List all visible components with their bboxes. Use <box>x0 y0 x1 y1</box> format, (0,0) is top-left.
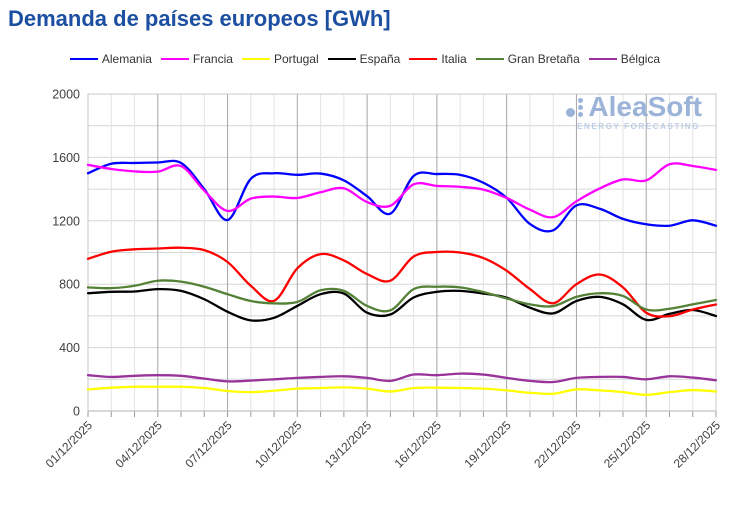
legend-line-swatch <box>241 58 270 60</box>
logo-dots-icon <box>566 98 584 121</box>
y-tick-label: 800 <box>59 278 80 292</box>
y-tick-label: 1600 <box>52 151 80 165</box>
legend-label: España <box>359 52 401 66</box>
logo-name: AleaSoft <box>588 91 702 122</box>
legend-item-gran-breta-a: Gran Bretaña <box>475 52 580 66</box>
legend-line-swatch <box>409 58 438 60</box>
aleasoft-logo: AleaSoft ENERGY FORECASTING <box>522 93 702 141</box>
series-line-portugal <box>86 385 718 396</box>
legend-line-swatch <box>588 58 617 60</box>
x-tick-label: 04/12/2025 <box>113 418 166 471</box>
x-tick-label: 10/12/2025 <box>252 418 305 471</box>
y-tick-label: 1200 <box>52 214 80 228</box>
legend-line-swatch <box>69 58 98 60</box>
legend-item-francia: Francia <box>160 52 233 66</box>
series-line-francia <box>86 162 718 219</box>
legend-line-swatch <box>160 58 189 60</box>
x-tick-label: 13/12/2025 <box>322 418 375 471</box>
legend-item-italia: Italia <box>409 52 467 66</box>
series-line-espa-a <box>86 287 718 322</box>
x-tick-label: 22/12/2025 <box>531 418 584 471</box>
chart-title: Demanda de países europeos [GWh] <box>8 6 391 31</box>
legend-label: Francia <box>192 52 233 66</box>
legend-line-swatch <box>327 58 356 60</box>
legend-item-alemania: Alemania <box>69 52 152 66</box>
y-tick-label: 400 <box>59 341 80 355</box>
legend-item-espa-a: España <box>327 52 401 66</box>
y-tick-label: 2000 <box>52 88 80 102</box>
chart-legend: Alemania Francia Portugal España Italia Gran … <box>0 52 730 66</box>
series-line-b-lgica <box>86 372 718 384</box>
x-tick-label: 01/12/2025 <box>43 418 96 471</box>
legend-label: Portugal <box>273 52 319 66</box>
y-tick-label: 0 <box>73 405 80 419</box>
legend-label: Italia <box>441 52 467 66</box>
legend-line-swatch <box>475 58 504 60</box>
legend-label: Alemania <box>101 52 152 66</box>
x-tick-label: 25/12/2025 <box>601 418 654 471</box>
x-tick-label: 28/12/2025 <box>671 418 724 471</box>
x-tick-label: 16/12/2025 <box>392 418 445 471</box>
x-tick-label: 07/12/2025 <box>182 418 235 471</box>
legend-label: Bélgica <box>620 52 661 66</box>
logo-tagline: ENERGY FORECASTING <box>577 122 700 131</box>
series-line-italia <box>86 246 718 318</box>
legend-item-portugal: Portugal <box>241 52 319 66</box>
x-tick-label: 19/12/2025 <box>461 418 514 471</box>
legend-item-b-lgica: Bélgica <box>588 52 661 66</box>
legend-label: Gran Bretaña <box>507 52 580 66</box>
plot-border <box>87 93 717 412</box>
series-line-gran-breta-a <box>86 279 718 313</box>
